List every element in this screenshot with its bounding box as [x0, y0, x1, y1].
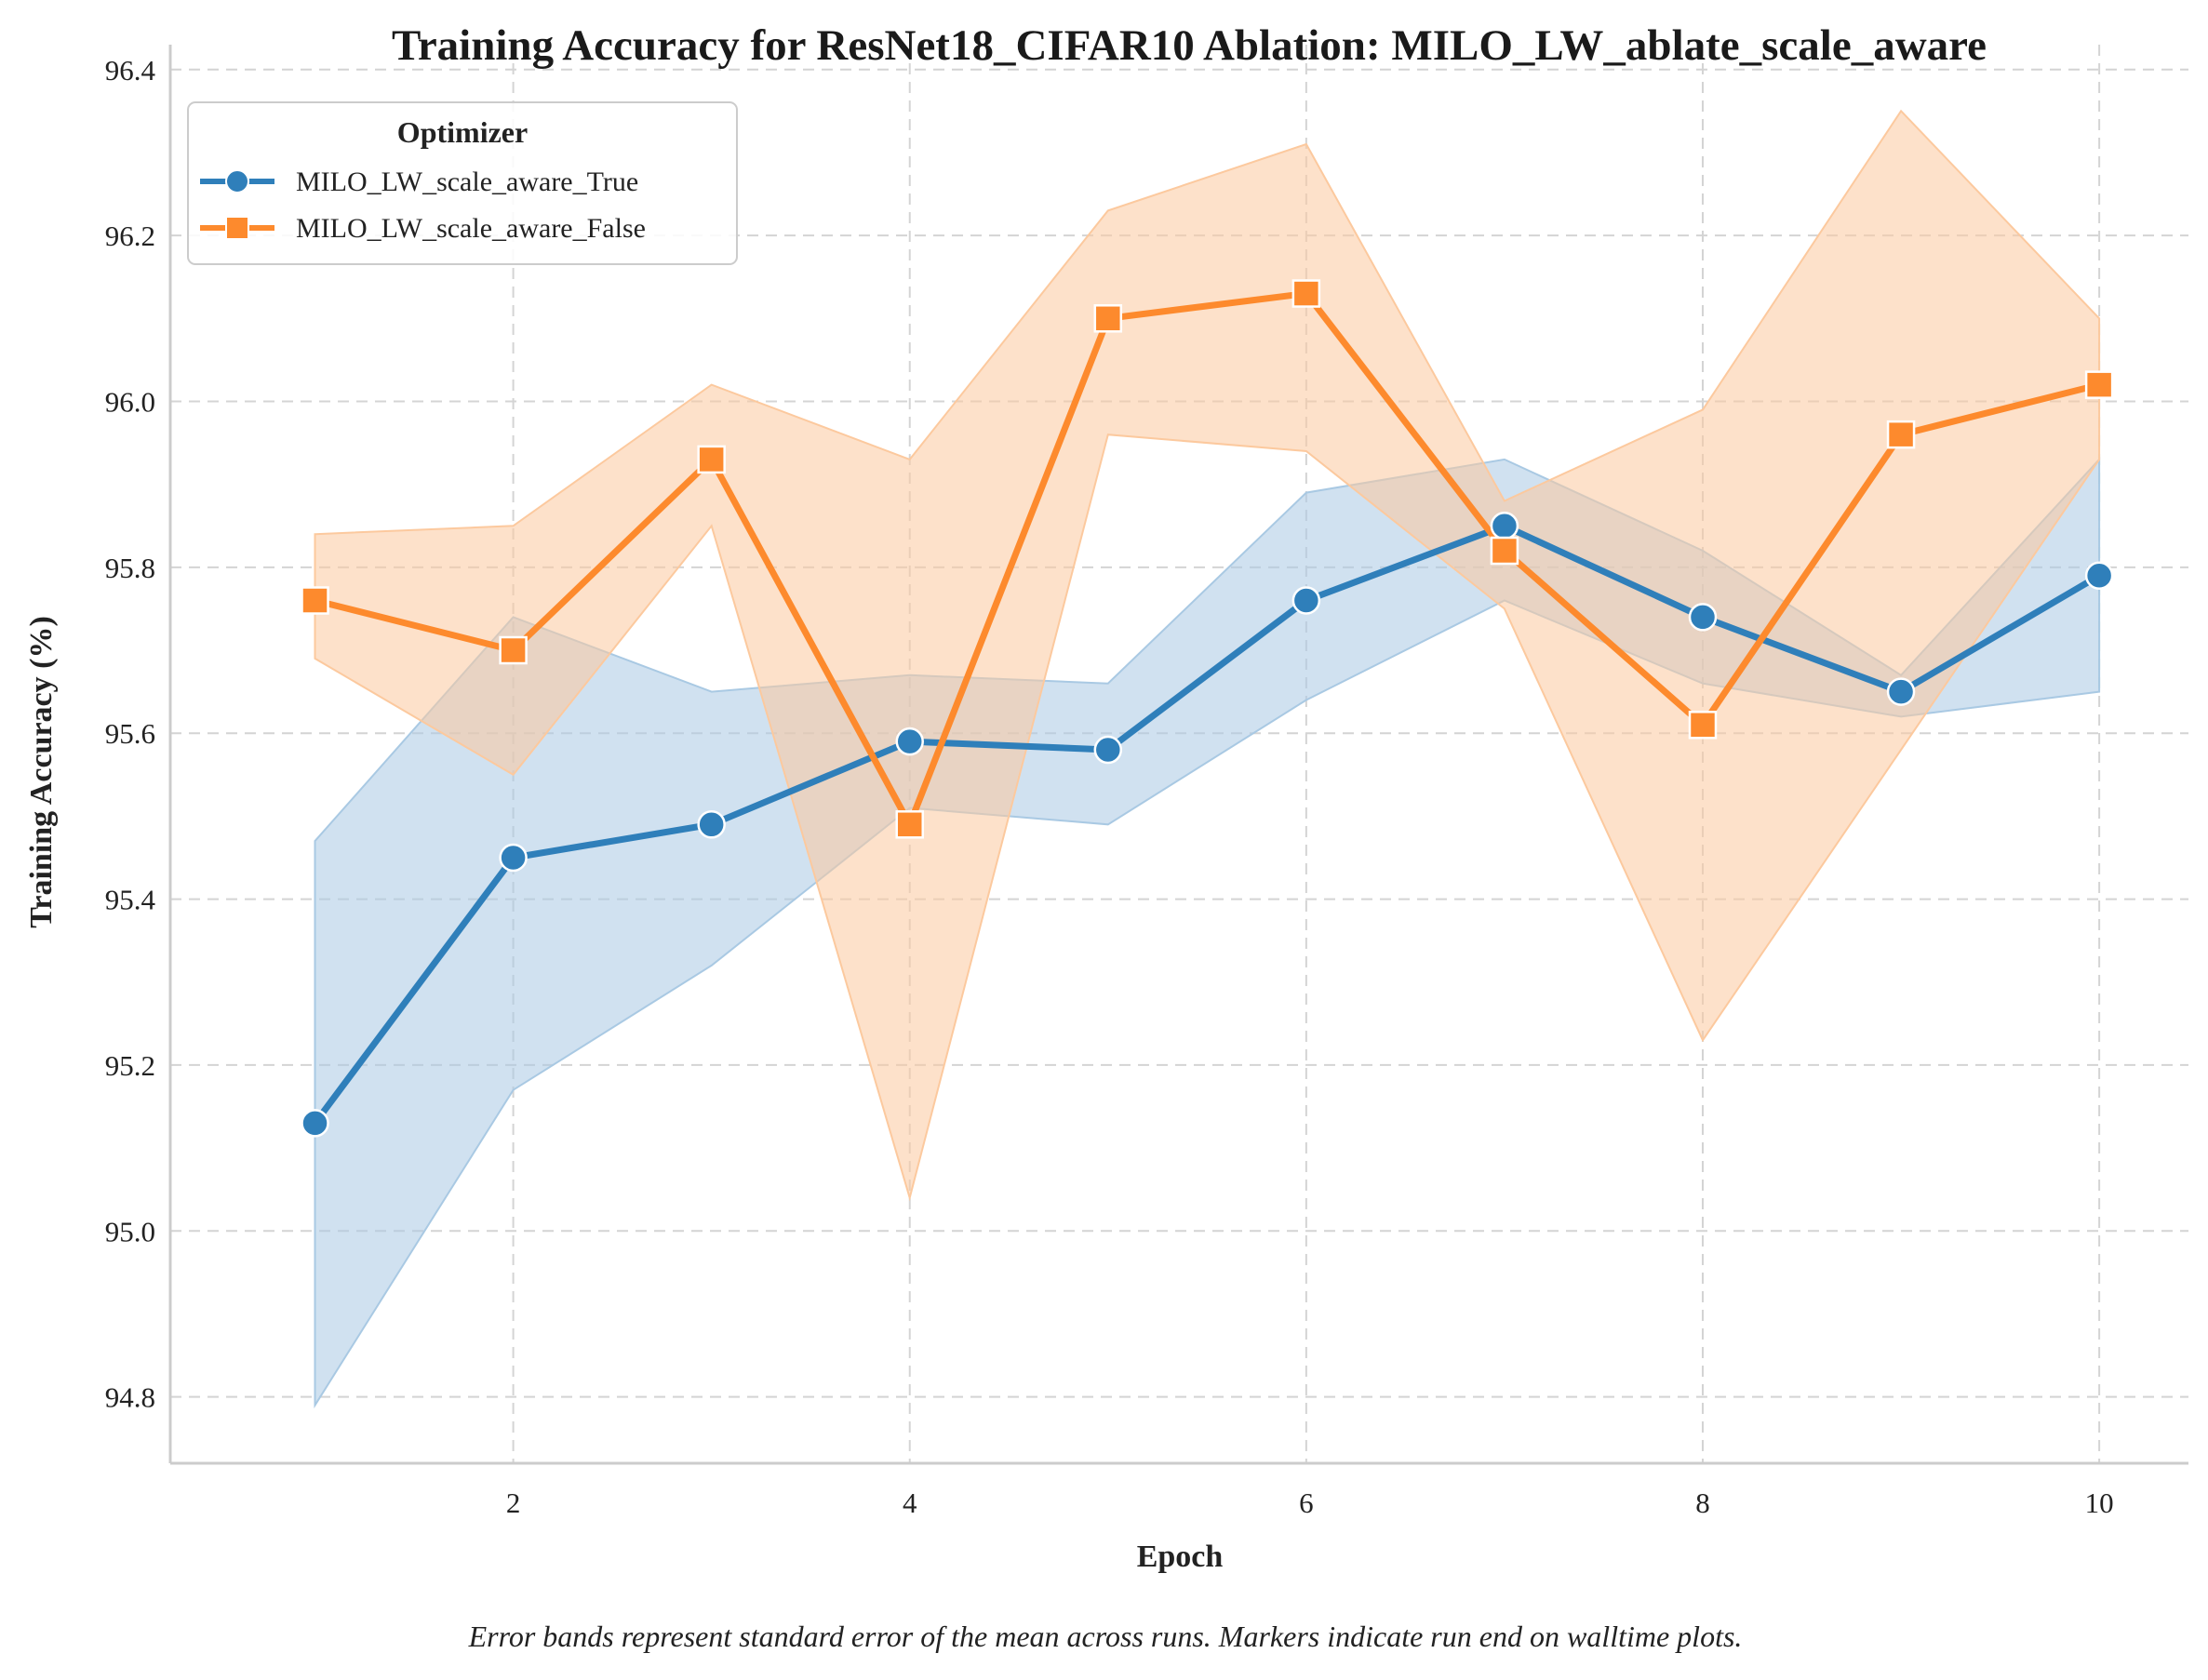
- y-tick-label: 95.4: [105, 884, 156, 916]
- data-point-square[interactable]: [499, 635, 528, 665]
- data-point-square[interactable]: [1688, 711, 1718, 740]
- legend: Optimizer MILO_LW_scale_aware_True MILO_…: [187, 101, 738, 265]
- y-axis-title: Training Accuracy (%): [24, 616, 59, 928]
- legend-entry-false[interactable]: MILO_LW_scale_aware_False: [200, 213, 646, 244]
- chart-title: Training Accuracy for ResNet18_CIFAR10 A…: [392, 21, 1987, 70]
- y-tick-label: 94.8: [105, 1381, 155, 1414]
- axes-spines: [168, 45, 2188, 1465]
- x-axis-title: Epoch: [1137, 1540, 1224, 1574]
- data-point-square[interactable]: [301, 586, 329, 615]
- x-axis-ticks: 2 4 6 8 10: [506, 1487, 2114, 1519]
- data-point-circle[interactable]: [499, 843, 528, 873]
- data-point-circle[interactable]: [1490, 512, 1519, 540]
- data-point-square[interactable]: [1886, 420, 1916, 449]
- data-point-circle[interactable]: [1688, 603, 1718, 632]
- error-band-square: [314, 109, 2101, 1202]
- y-axis-ticks: 94.8 95.0 95.2 95.4 95.6 95.8 96.0 96.2 96.4: [105, 54, 156, 1414]
- y-tick-label: 95.8: [105, 552, 155, 584]
- legend-title: Optimizer: [397, 115, 528, 149]
- y-tick-label: 96.2: [105, 220, 155, 252]
- series-markers: [301, 279, 2114, 1138]
- legend-label-true: MILO_LW_scale_aware_True: [296, 167, 638, 197]
- data-point-circle[interactable]: [301, 1109, 329, 1138]
- data-point-circle[interactable]: [1291, 586, 1321, 615]
- chart-caption: Error bands represent standard error of …: [468, 1620, 1743, 1653]
- series-line-circle: [312, 522, 2103, 1127]
- y-tick-label: 95.6: [105, 717, 155, 750]
- legend-square-marker: [225, 216, 249, 240]
- y-tick-label: 96.4: [105, 54, 156, 87]
- x-tick-label: 4: [903, 1487, 917, 1519]
- y-tick-label: 96.0: [105, 385, 155, 418]
- series-lines: [312, 290, 2103, 1127]
- series-line-square: [312, 290, 2103, 828]
- x-tick-label: 2: [506, 1487, 521, 1519]
- legend-box: [187, 101, 738, 265]
- data-point-circle[interactable]: [697, 810, 726, 839]
- data-point-circle[interactable]: [1886, 677, 1916, 706]
- legend-circle-marker: [225, 169, 249, 193]
- data-point-circle[interactable]: [895, 727, 924, 756]
- legend-label-false: MILO_LW_scale_aware_False: [296, 213, 646, 244]
- data-point-circle[interactable]: [2084, 561, 2114, 591]
- data-point-square[interactable]: [1490, 536, 1519, 566]
- data-point-circle[interactable]: [1093, 735, 1123, 765]
- y-tick-label: 95.2: [105, 1049, 155, 1082]
- data-point-square[interactable]: [697, 445, 726, 474]
- x-tick-label: 10: [2085, 1487, 2114, 1519]
- data-point-square[interactable]: [2084, 370, 2114, 399]
- x-tick-label: 8: [1695, 1487, 1710, 1519]
- data-point-square[interactable]: [1093, 304, 1123, 333]
- x-tick-label: 6: [1299, 1487, 1314, 1519]
- y-tick-label: 95.0: [105, 1215, 155, 1247]
- data-point-square[interactable]: [1291, 279, 1321, 308]
- error-bands: [314, 109, 2101, 1409]
- legend-entry-true[interactable]: MILO_LW_scale_aware_True: [200, 167, 638, 197]
- data-point-square[interactable]: [895, 810, 924, 839]
